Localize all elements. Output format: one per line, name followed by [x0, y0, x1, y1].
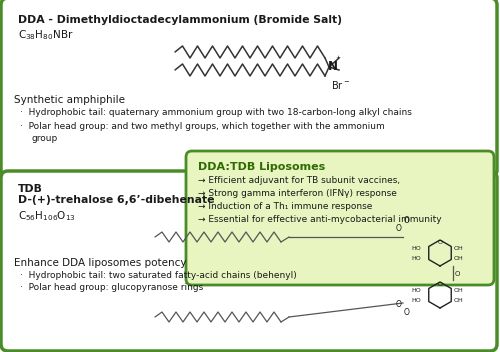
Text: $\mathrm{C_{38}H_{80}NBr}$: $\mathrm{C_{38}H_{80}NBr}$	[18, 28, 74, 42]
FancyBboxPatch shape	[1, 171, 497, 351]
Text: → Induction of a Th₁ immune response: → Induction of a Th₁ immune response	[198, 202, 372, 211]
Text: group: group	[32, 134, 58, 143]
Text: OH: OH	[454, 246, 464, 251]
Text: O: O	[455, 271, 460, 277]
Text: ·  Hydrophobic tail: two saturated fatty-acid chains (behenyl): · Hydrophobic tail: two saturated fatty-…	[20, 271, 297, 280]
Text: O: O	[438, 283, 442, 288]
Text: → Efficient adjuvant for TB subunit vaccines,: → Efficient adjuvant for TB subunit vacc…	[198, 176, 400, 185]
Text: OH: OH	[454, 297, 464, 302]
Text: OH: OH	[454, 256, 464, 260]
FancyBboxPatch shape	[1, 0, 497, 177]
Text: HO: HO	[411, 297, 421, 302]
Text: Enhance DDA liposomes potency: Enhance DDA liposomes potency	[14, 258, 186, 268]
Text: DDA:TDB Liposomes: DDA:TDB Liposomes	[198, 162, 325, 172]
Text: $\mathrm{C_{56}H_{106}O_{13}}$: $\mathrm{C_{56}H_{106}O_{13}}$	[18, 209, 76, 223]
Text: D-(+)-trehalose 6,6’-dibehenate: D-(+)-trehalose 6,6’-dibehenate	[18, 195, 214, 205]
FancyBboxPatch shape	[186, 151, 494, 285]
Text: Synthetic amphiphile: Synthetic amphiphile	[14, 95, 125, 105]
Text: ·  Polar head group: and two methyl groups, which together with the ammonium: · Polar head group: and two methyl group…	[20, 122, 385, 131]
Text: HO: HO	[411, 246, 421, 251]
Text: $^+$: $^+$	[334, 55, 342, 63]
Text: O: O	[404, 216, 410, 225]
Text: DDA - Dimethyldioctadecylammonium (Bromide Salt): DDA - Dimethyldioctadecylammonium (Bromi…	[18, 15, 342, 25]
Text: O: O	[396, 300, 402, 309]
Text: HO: HO	[411, 289, 421, 294]
Text: ·  Hydrophobic tail: quaternary ammonium group with two 18-carbon-long alkyl cha: · Hydrophobic tail: quaternary ammonium …	[20, 108, 412, 117]
Text: O: O	[404, 308, 410, 317]
Text: O: O	[438, 240, 442, 245]
Text: HO: HO	[411, 256, 421, 260]
Text: ·  Polar head group: glucopyranose rings: · Polar head group: glucopyranose rings	[20, 283, 203, 292]
Text: Br$^-$: Br$^-$	[331, 79, 350, 91]
Text: → Essential for effective anti-mycobacterial immunity: → Essential for effective anti-mycobacte…	[198, 215, 442, 224]
Text: TDB: TDB	[18, 184, 43, 194]
Text: N: N	[328, 59, 338, 73]
Text: → Strong gamma interferon (IFNγ) response: → Strong gamma interferon (IFNγ) respons…	[198, 189, 397, 198]
Text: O: O	[396, 224, 402, 233]
Text: OH: OH	[454, 289, 464, 294]
